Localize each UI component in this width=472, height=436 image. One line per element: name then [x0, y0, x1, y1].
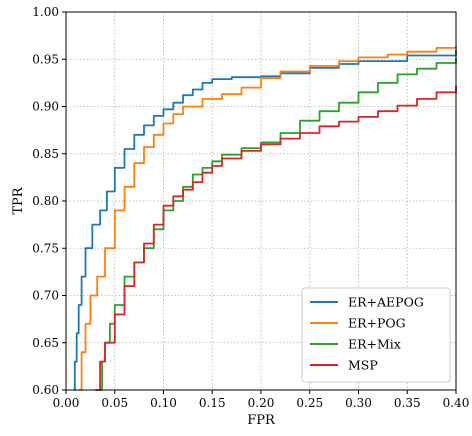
- x-tick-label: 0.05: [101, 396, 128, 410]
- x-tick-label: 0.30: [345, 396, 372, 410]
- y-tick-label: 0.85: [32, 147, 59, 161]
- x-tick-label: 0.35: [394, 396, 421, 410]
- x-tick-label: 0.20: [248, 396, 275, 410]
- y-axis-label: TPR: [11, 186, 26, 214]
- plot-frame: [65, 11, 457, 391]
- y-tick-label: 1.00: [32, 5, 59, 19]
- axis-ticks: 0.00 0.05 0.10 0.15 0.20 0.25 0.30 0.35 0.40 0.60…: [32, 5, 469, 410]
- y-tick-label: 0.65: [32, 336, 59, 350]
- legend-box: [301, 287, 451, 383]
- legend-label: MSP: [348, 358, 378, 373]
- y-tick-label: 0.80: [32, 194, 59, 208]
- y-tick-label: 0.90: [32, 100, 59, 114]
- y-tick-label: 0.95: [32, 52, 59, 66]
- x-tick-label: 0.25: [296, 396, 323, 410]
- x-axis-label: FPR: [247, 413, 276, 428]
- legend: ER+AEPOG ER+POG ER+Mix MSP: [301, 287, 451, 383]
- legend-label: ER+POG: [348, 316, 406, 331]
- x-tick-label: 0.10: [150, 396, 177, 410]
- legend-label: ER+Mix: [348, 337, 401, 352]
- series-line-3: [95, 85, 457, 391]
- legend-label: ER+AEPOG: [348, 295, 424, 310]
- series-lines: [73, 46, 457, 391]
- x-tick-label: 0.00: [53, 396, 80, 410]
- y-tick-label: 0.60: [32, 383, 59, 397]
- series-line-0: [73, 49, 457, 391]
- x-tick-label: 0.40: [443, 396, 470, 410]
- x-tick-label: 0.15: [199, 396, 226, 410]
- y-tick-label: 0.75: [32, 241, 59, 255]
- series-line-1: [78, 46, 457, 391]
- y-tick-label: 0.70: [32, 289, 59, 303]
